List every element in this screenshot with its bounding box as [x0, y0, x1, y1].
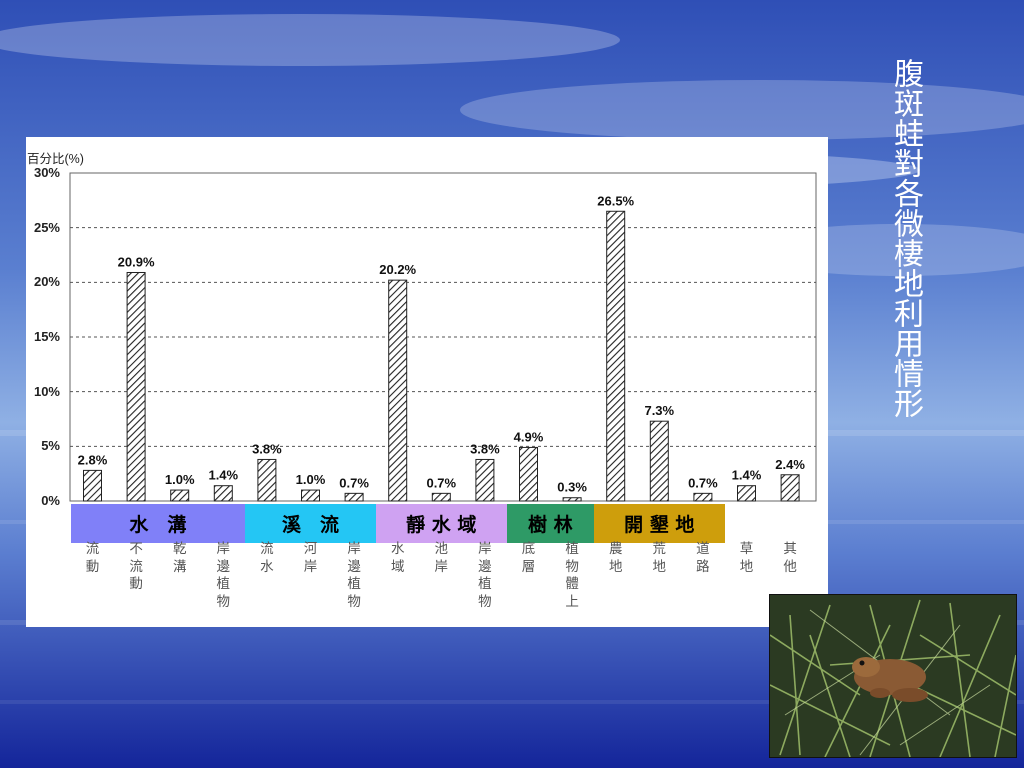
- category-group-band: 開 墾 地: [593, 504, 725, 543]
- bar: [388, 279, 408, 502]
- bar: [562, 497, 582, 502]
- x-tick-label: 乾溝: [172, 541, 187, 575]
- y-tick-label: 30%: [33, 165, 60, 180]
- bar: [126, 271, 146, 502]
- bar: [606, 210, 626, 502]
- x-tick-label: 其他: [783, 541, 797, 575]
- data-label: 1.4%: [208, 468, 238, 483]
- x-tick-label: 岸邊植物: [478, 541, 492, 610]
- x-tick-label: 草地: [739, 541, 754, 575]
- bar: [170, 489, 190, 502]
- category-group-band: 水 溝: [70, 504, 246, 543]
- bar: [83, 469, 102, 502]
- data-label: 26.5%: [597, 193, 634, 208]
- data-label: 3.8%: [252, 441, 282, 456]
- data-label: 1.0%: [296, 472, 326, 487]
- x-tick-label: 荒地: [652, 541, 667, 575]
- data-label: 3.8%: [470, 441, 500, 456]
- data-label: 2.8%: [78, 452, 108, 467]
- chart-panel: 2.8% 20.9% 1.0% 1.4% 3.8% 1.0% 0.7% 20.2% 0.7% 3.…: [26, 137, 828, 627]
- x-tick-label: 流動: [85, 541, 100, 575]
- x-tick-label: 池岸: [434, 541, 449, 575]
- frog-photo: [769, 594, 1017, 758]
- data-label: 1.0%: [165, 472, 195, 487]
- x-tick-label: 岸邊植物: [347, 541, 361, 610]
- data-label: 1.4%: [732, 468, 762, 483]
- category-group-band: 樹 林: [506, 504, 594, 543]
- data-label: 7.3%: [644, 403, 674, 418]
- data-label: 0.7%: [426, 475, 456, 490]
- x-tick-label: 農地: [608, 541, 623, 575]
- x-tick-label: 不流動: [129, 541, 143, 592]
- category-group-band: 溪 流: [245, 504, 376, 543]
- data-label: 20.9%: [118, 254, 155, 269]
- x-tick-label: 水域: [390, 541, 405, 575]
- frog-photo-image: [770, 595, 1016, 757]
- y-axis-label: 百分比(%): [27, 152, 84, 166]
- bar: [257, 458, 277, 502]
- bar: [737, 485, 756, 502]
- bar: [301, 489, 320, 502]
- x-tick-label: 道路: [696, 541, 710, 575]
- x-tick-label: 流水: [260, 541, 274, 575]
- data-label: 4.9%: [514, 429, 544, 444]
- bar: [649, 420, 669, 502]
- y-tick-label: 10%: [33, 383, 60, 399]
- data-label: 0.7%: [688, 475, 718, 490]
- y-tick-label: 15%: [33, 329, 60, 344]
- x-tick-label: 河岸: [303, 541, 318, 575]
- bar: [780, 474, 800, 502]
- y-tick-label: 25%: [33, 219, 60, 235]
- y-tick-label: 0%: [41, 493, 60, 508]
- bar: [519, 446, 538, 502]
- data-label: 0.3%: [557, 480, 587, 495]
- bar: [213, 485, 233, 502]
- bar: [475, 458, 495, 502]
- bar: [344, 492, 364, 502]
- bar: [693, 492, 713, 502]
- data-label: 20.2%: [379, 262, 416, 277]
- data-label: 2.4%: [775, 457, 805, 472]
- data-label: 0.7%: [339, 475, 369, 490]
- bar: [431, 492, 451, 502]
- bar-chart: 2.8% 20.9% 1.0% 1.4% 3.8% 1.0% 0.7% 20.2% 0.7% 3.…: [69, 172, 817, 502]
- y-tick-label: 5%: [41, 438, 60, 454]
- slide-title: 腹斑蛙對各微棲地利用情形: [888, 58, 923, 418]
- y-tick-label: 20%: [33, 274, 60, 290]
- x-tick-label: 岸邊植物: [216, 541, 231, 610]
- category-group-band: 靜 水 域: [375, 504, 507, 543]
- x-tick-label: 植物體上: [565, 541, 579, 610]
- x-tick-label: 底層: [521, 541, 536, 575]
